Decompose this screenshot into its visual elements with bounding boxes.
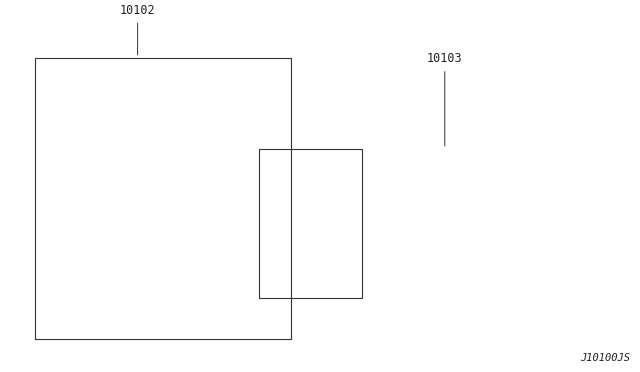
Text: 10102: 10102 xyxy=(120,4,156,17)
Bar xyxy=(259,149,362,298)
Text: 10103: 10103 xyxy=(427,52,463,65)
Bar xyxy=(35,58,291,339)
Text: J10100JS: J10100JS xyxy=(580,353,630,363)
